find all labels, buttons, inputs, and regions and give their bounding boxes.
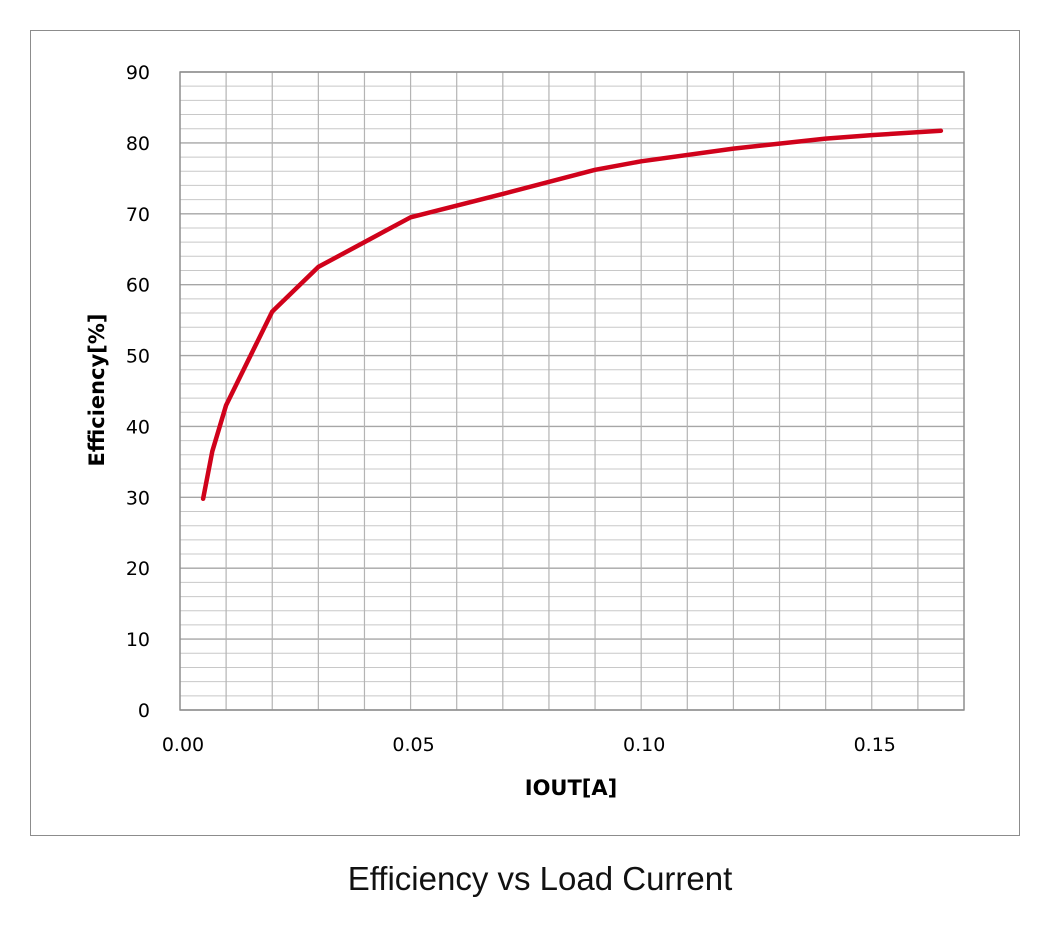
y-tick-label: 90 [126,62,150,84]
x-tick-label: 0.00 [162,734,204,756]
y-tick-label: 80 [126,133,150,155]
series-layer [200,128,944,502]
y-tick-label: 60 [126,275,150,297]
axes [179,71,965,711]
x-tick-label: 0.10 [623,734,665,756]
y-tick-label: 20 [126,558,150,580]
y-tick-label: 0 [138,700,150,722]
figure-caption: Efficiency vs Load Current [347,860,733,897]
tick-labels: 0 10 20 30 40 50 60 70 80 90 0.00 0.05 0.10 0.15 [126,62,896,756]
plot-area-border [179,71,965,711]
y-tick-label: 10 [126,629,150,651]
series-line-efficiency [200,128,944,502]
y-tick-label: 50 [126,346,150,368]
y-axis-title: Efficiency[%] [85,314,109,467]
y-tick-label: 30 [126,487,150,509]
x-tick-label: 0.05 [392,734,434,756]
y-tick-label: 70 [126,204,150,226]
x-axis-title: IOUT[A] [525,776,618,800]
x-tick-label: 0.15 [854,734,896,756]
chart-frame [30,30,1020,836]
y-tick-label: 40 [126,416,150,438]
grid [179,71,965,711]
